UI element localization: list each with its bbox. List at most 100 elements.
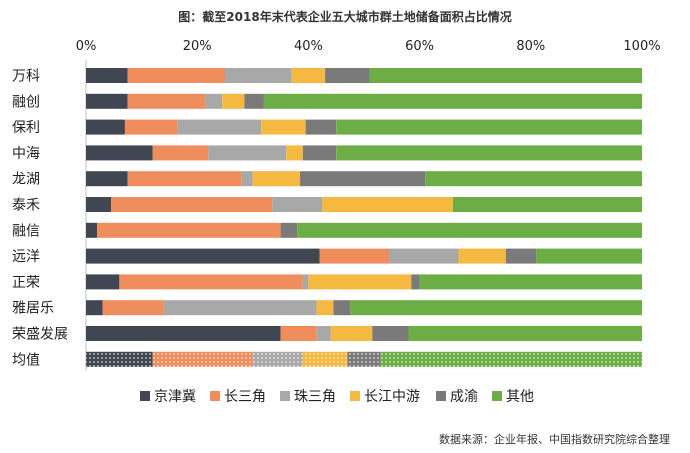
legend-label: 京津冀 xyxy=(154,389,196,405)
bar-segment xyxy=(86,248,320,264)
bar-segment-texture xyxy=(380,351,642,367)
legend-swatch xyxy=(140,391,150,401)
bar-segment xyxy=(333,300,351,316)
bar-segment xyxy=(102,300,164,316)
bar-segment xyxy=(302,145,337,161)
legend-swatch xyxy=(350,391,360,401)
bar-segment xyxy=(222,93,245,109)
category-label: 泰禾 xyxy=(12,198,40,214)
category-label: 融信 xyxy=(12,223,40,239)
bar-segment xyxy=(458,248,506,264)
bar-segment xyxy=(263,93,642,109)
bar-segment xyxy=(316,326,331,341)
bar-segment xyxy=(286,145,303,161)
bar-segment xyxy=(316,300,334,316)
legend-label: 长三角 xyxy=(224,389,266,405)
legend-label: 珠三角 xyxy=(294,389,336,405)
category-label: 荣盛发展 xyxy=(12,327,68,343)
bar-segment xyxy=(272,197,323,212)
bar-segment-texture xyxy=(302,351,348,367)
bar-segment-texture xyxy=(86,351,153,367)
category-label: 远洋 xyxy=(12,249,40,265)
bar-segment xyxy=(291,68,326,83)
bar-segment xyxy=(372,326,409,341)
legend-swatch xyxy=(210,391,220,401)
bar-segment xyxy=(86,119,125,135)
bar-segment xyxy=(208,145,287,161)
bar-segment xyxy=(452,197,642,212)
x-tick-label: 20% xyxy=(183,39,212,54)
x-tick-label: 60% xyxy=(405,39,434,54)
bar-segment xyxy=(308,274,412,290)
x-tick-label: 100% xyxy=(623,39,660,54)
bar-segment xyxy=(97,222,281,238)
bar-segment xyxy=(389,248,459,264)
bar-segment xyxy=(408,326,642,341)
bar-segment xyxy=(86,274,120,290)
category-label: 万科 xyxy=(12,69,40,85)
bar-segment xyxy=(244,93,264,109)
bar-segment-texture xyxy=(152,351,253,367)
source-note: 数据来源：企业年报、中国指数研究院综合整理 xyxy=(439,433,670,446)
legend-label: 其他 xyxy=(506,389,534,405)
bar-segment xyxy=(319,248,390,264)
bar-segment xyxy=(127,93,206,109)
bar-segment xyxy=(252,171,301,187)
x-tick-label: 80% xyxy=(516,39,545,54)
bar-segment xyxy=(86,171,128,187)
bar-segment xyxy=(177,119,262,135)
bar-segment xyxy=(163,300,317,316)
category-label: 正荣 xyxy=(12,275,40,291)
category-label: 雅居乐 xyxy=(12,301,54,317)
bar-segment xyxy=(305,119,337,135)
bar-segment xyxy=(280,222,298,238)
bar-segment xyxy=(152,145,209,161)
bar-segment xyxy=(336,145,642,161)
bar-segment xyxy=(300,171,426,187)
category-label: 龙湖 xyxy=(12,172,40,188)
bar-segment xyxy=(127,171,242,187)
bar-segment xyxy=(302,274,309,290)
bar-segment xyxy=(336,119,642,135)
bar-segment-texture xyxy=(252,351,303,367)
bar-segment xyxy=(261,119,306,135)
x-tick-label: 40% xyxy=(294,39,323,54)
bar-segment xyxy=(350,300,642,316)
bar-segment xyxy=(330,326,373,341)
bar-segment xyxy=(86,145,153,161)
bar-segment xyxy=(505,248,537,264)
bar-segment xyxy=(419,274,642,290)
bar-segment xyxy=(411,274,420,290)
legend-swatch xyxy=(492,391,502,401)
bar-segment xyxy=(425,171,642,187)
category-label: 融创 xyxy=(12,94,40,110)
bar-segment xyxy=(241,171,253,187)
bar-segment xyxy=(325,68,370,83)
legend-swatch xyxy=(280,391,290,401)
bar-segment xyxy=(124,119,178,135)
legend-swatch xyxy=(436,391,446,401)
bar-segment xyxy=(86,93,128,109)
bar-segment-texture xyxy=(347,351,381,367)
bar-segment xyxy=(86,68,128,83)
bar-segment xyxy=(119,274,303,290)
bar-segment xyxy=(86,222,98,238)
bar-segment xyxy=(111,197,273,212)
category-label: 均值 xyxy=(12,352,40,368)
x-tick-label: 0% xyxy=(76,39,97,54)
bar-segment xyxy=(536,248,642,264)
bar-segment xyxy=(322,197,453,212)
legend-label: 长江中游 xyxy=(364,389,420,405)
category-label: 中海 xyxy=(12,146,40,162)
bar-segment xyxy=(86,326,281,341)
bar-segment xyxy=(127,68,225,83)
bar-segment xyxy=(297,222,642,238)
legend-label: 成渝 xyxy=(450,389,478,405)
bar-segment xyxy=(86,197,112,212)
bar-segment xyxy=(225,68,292,83)
bar-segment xyxy=(205,93,223,109)
bar-segment xyxy=(86,300,103,316)
bar-segment xyxy=(280,326,317,341)
chart-title: 图：截至2018年末代表企业五大城市群土地储备面积占比情况 xyxy=(178,10,512,24)
